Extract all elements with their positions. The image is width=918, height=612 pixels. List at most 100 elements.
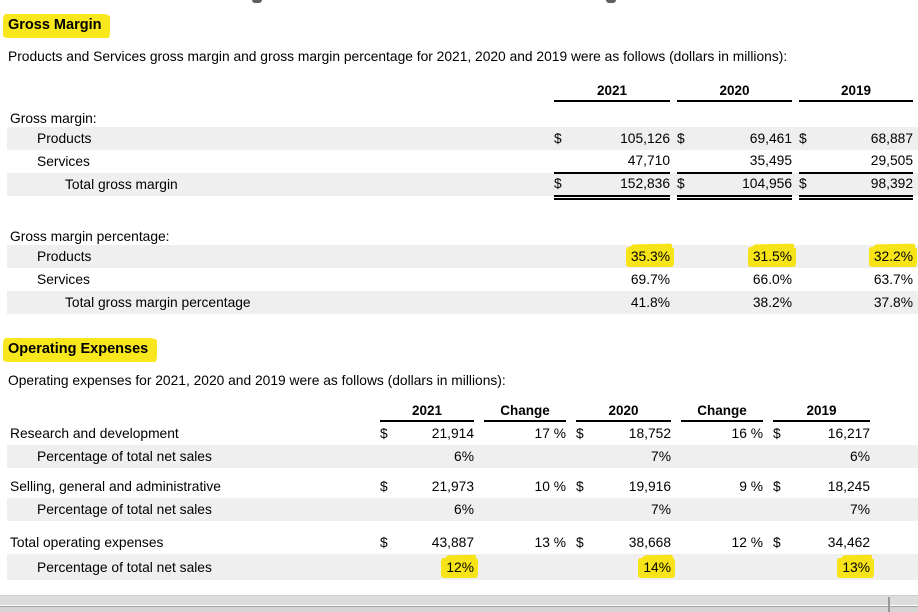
cell-change1: 10 % (534, 479, 566, 494)
cell-2021: 6% (454, 449, 474, 464)
row-label: Total gross margin percentage (65, 295, 251, 310)
value-2020: 14% (643, 559, 671, 575)
dollar-sign: $ (380, 426, 388, 441)
cell-2020: $18,752 (576, 422, 671, 445)
dollar-sign: $ (773, 479, 781, 494)
table-row-products: Products $105,126 $69,461 $68,887 (7, 127, 918, 150)
cell-2019: 63.7% (873, 272, 913, 287)
cell-2020: $38,668 (576, 531, 671, 554)
value-2019: 34,462 (827, 535, 870, 550)
cell-2021: $152,836 (554, 172, 670, 197)
row-label: Products (37, 249, 92, 264)
value-2021: 21,973 (431, 479, 474, 494)
highlight-mark: 14% (638, 557, 675, 578)
cell-2020: $19,916 (576, 475, 671, 498)
heading-text: Gross Margin (8, 17, 102, 33)
value-2021: 21,914 (431, 426, 474, 441)
operating-expenses-intro-text: Operating expenses for 2021, 2020 and 20… (8, 373, 506, 388)
cell-change1: 17 % (534, 426, 566, 441)
column-header-2021: 2021 (554, 83, 670, 102)
group-label-row: Gross margin percentage: (7, 227, 918, 245)
cell-change2: 16 % (731, 426, 763, 441)
cell-2020: 14% (576, 557, 675, 578)
value-2020: 19,916 (628, 479, 671, 494)
table-row-pct-net-sales: Percentage of total net sales 6% 7% 6% (7, 445, 918, 468)
value-2021: 105,126 (620, 131, 670, 146)
cell-2020: $104,956 (677, 172, 792, 197)
value-2020: 35,495 (749, 153, 792, 168)
cell-2021: $21,973 (380, 475, 474, 498)
table-row-services: Services 47,710 35,495 29,505 (7, 149, 918, 174)
column-header-2020: 2020 (576, 403, 671, 422)
cell-2020: 35,495 (677, 149, 792, 174)
cell-2019: 37.8% (873, 295, 913, 310)
heading-text: Operating Expenses (8, 341, 149, 357)
column-header-2020: 2020 (677, 83, 792, 102)
cell-2020: $69,461 (677, 127, 792, 150)
section-heading-operating-expenses: Operating Expenses (3, 338, 918, 362)
value-2020: 104,956 (742, 176, 792, 191)
dollar-sign: $ (554, 131, 562, 146)
cell-change1: 13 % (534, 535, 566, 550)
highlight-mark: 32.2% (868, 247, 917, 267)
column-header-2019: 2019 (773, 403, 870, 422)
row-label: Services (37, 154, 90, 169)
column-header-2021: 2021 (380, 403, 474, 422)
dollar-sign: $ (380, 479, 388, 494)
group-label: Gross margin: (10, 110, 97, 126)
cell-2019: 6% (850, 449, 870, 464)
value-2021: 43,887 (431, 535, 474, 550)
value-2019: 68,887 (870, 131, 913, 146)
dollar-sign: $ (799, 176, 807, 191)
cropped-text-fragment (252, 0, 262, 3)
row-label: Percentage of total net sales (37, 449, 212, 464)
value-2019: 32.2% (873, 249, 913, 264)
highlight-mark: 13% (837, 557, 874, 578)
cell-2021: 6% (454, 502, 474, 517)
table-row-services-pct: Services 69.7% 66.0% 63.7% (7, 268, 918, 291)
cell-2019: 7% (850, 502, 870, 517)
cell-2019: 29,505 (799, 149, 913, 174)
highlight-mark: 31.5% (747, 247, 796, 267)
group-label-row: Gross margin: (7, 109, 918, 127)
table-row-total-pct: Total gross margin percentage 41.8% 38.2… (7, 291, 918, 314)
cell-2021: $43,887 (380, 531, 474, 554)
cell-change2: 12 % (731, 535, 763, 550)
value-2019: 16,217 (827, 426, 870, 441)
cell-2021: 35.3% (554, 247, 674, 267)
dollar-sign: $ (576, 535, 584, 550)
row-label: Total gross margin (65, 177, 178, 192)
cell-2020: 31.5% (677, 247, 796, 267)
cell-2021: $105,126 (554, 127, 670, 150)
dollar-sign: $ (576, 426, 584, 441)
double-underline (7, 198, 918, 200)
column-header-change2: Change (681, 403, 763, 422)
row-label: Products (37, 131, 92, 146)
row-label: Percentage of total net sales (37, 502, 212, 517)
dollar-sign: $ (677, 131, 685, 146)
cell-2021: 69.7% (630, 272, 670, 287)
table-row-total-gross-margin: Total gross margin $152,836 $104,956 $98… (7, 172, 918, 197)
value-2019: 98,392 (870, 176, 913, 191)
cell-2019: 32.2% (799, 247, 917, 267)
row-label: Services (37, 272, 90, 287)
scrollbar-divider (888, 597, 890, 612)
gross-margin-intro-text: Products and Services gross margin and g… (8, 49, 788, 64)
value-2019: 18,245 (827, 479, 870, 494)
highlight-mark: Gross Margin (3, 14, 111, 38)
cell-2021: 12% (380, 557, 478, 578)
table-row-pct-net-sales: Percentage of total net sales 6% 7% 7% (7, 498, 918, 521)
highlight-mark: 35.3% (625, 247, 674, 267)
row-label: Research and development (10, 426, 179, 441)
value-2020: 69,461 (749, 131, 792, 146)
horizontal-scrollbar-track[interactable] (0, 595, 918, 605)
dollar-sign: $ (576, 479, 584, 494)
group-label: Gross margin percentage: (10, 228, 170, 244)
table-row-total-operating-expenses: Total operating expenses $43,887 13 % $3… (7, 531, 918, 554)
cell-2020: 66.0% (752, 272, 792, 287)
value-2021: 12% (446, 559, 474, 575)
value-2019: 13% (842, 559, 870, 575)
cell-2019: $68,887 (799, 127, 913, 150)
highlight-mark: Operating Expenses (3, 338, 158, 362)
